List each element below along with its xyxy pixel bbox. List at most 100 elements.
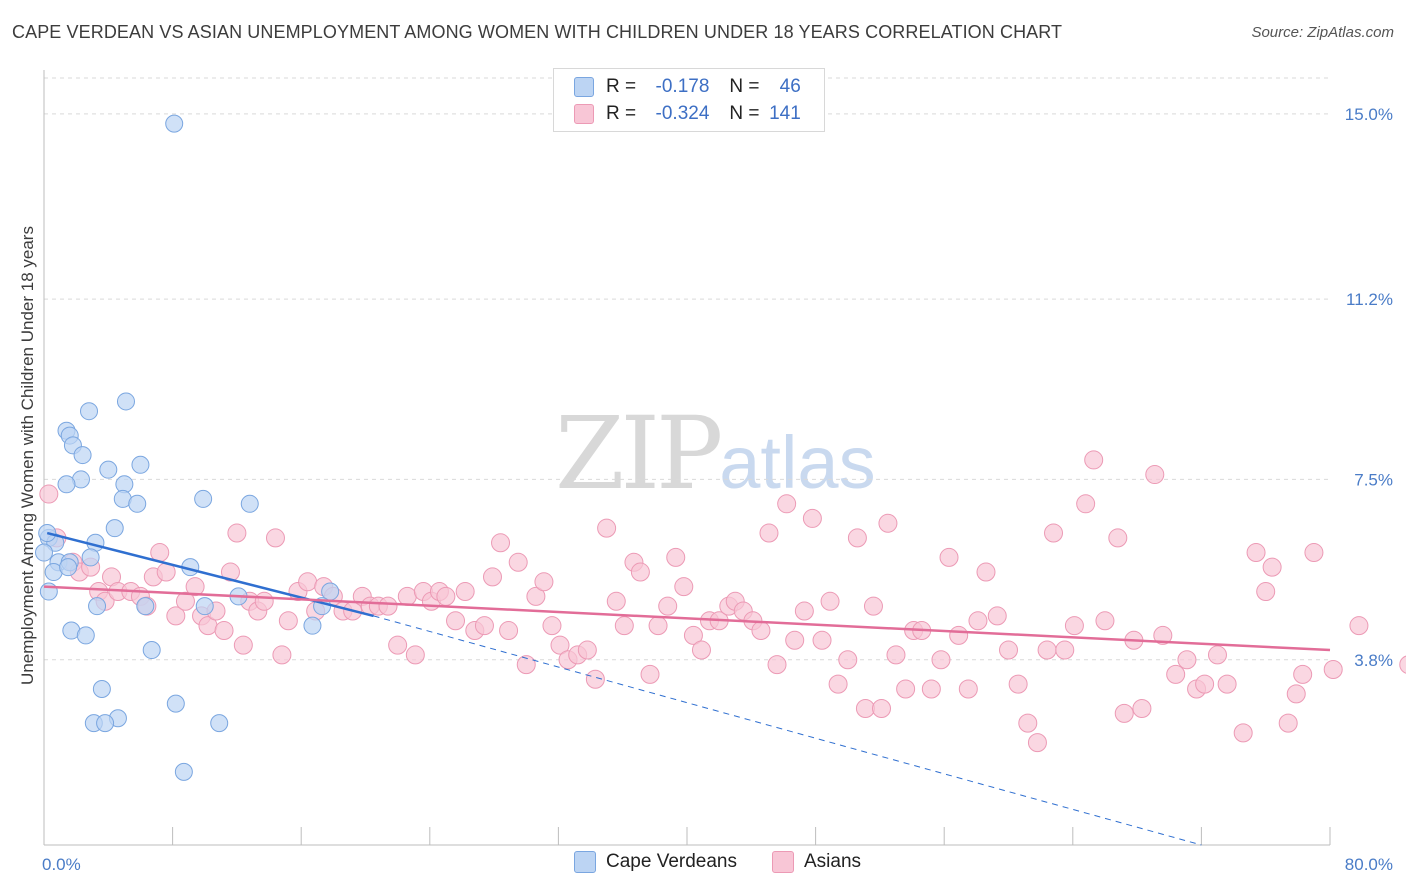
asian-point xyxy=(838,650,858,670)
asian-point xyxy=(666,547,686,567)
asian-point xyxy=(987,606,1007,626)
asian-point xyxy=(455,582,475,602)
asian-point xyxy=(542,616,562,636)
asian-point xyxy=(1076,494,1096,514)
cape-verdean-point xyxy=(136,597,155,616)
asian-point xyxy=(759,523,779,543)
asian-point xyxy=(999,640,1018,660)
trend-lines xyxy=(43,531,1331,846)
asian-point xyxy=(1108,528,1128,548)
asian-point xyxy=(550,635,570,655)
x-tick-label: 0.0% xyxy=(42,855,81,874)
legend-swatch-pink xyxy=(574,104,594,124)
asian-point xyxy=(606,591,626,611)
asian-point xyxy=(378,596,398,616)
watermark-zip: ZIP xyxy=(555,395,723,512)
asian-point xyxy=(847,528,867,548)
asian-point xyxy=(298,572,318,592)
asian-point xyxy=(1153,625,1173,645)
legend-r-label: R = xyxy=(606,76,637,97)
asian-point xyxy=(1278,713,1298,733)
legend-r-value: -0.178 xyxy=(655,76,710,97)
cape-verdean-trend-line xyxy=(46,531,374,618)
asian-point xyxy=(828,674,848,694)
cape-verdean-point xyxy=(195,597,214,616)
correlation-legend: R = -0.178 N = 46 R = -0.324 N = 141 xyxy=(553,68,825,132)
legend-n-value: 46 xyxy=(779,76,801,97)
asian-point xyxy=(446,611,466,631)
asian-point xyxy=(863,596,883,616)
cape-verdean-point xyxy=(105,519,124,538)
cape-verdean-point xyxy=(88,597,107,616)
asian-point xyxy=(577,640,597,660)
watermark-atlas: atlas xyxy=(719,421,876,504)
y-tick-label: 11.2% xyxy=(1346,290,1393,309)
asian-point xyxy=(397,586,417,606)
cape-verdean-point xyxy=(76,626,95,645)
asian-point xyxy=(812,630,832,650)
asian-point xyxy=(254,591,274,611)
legend-swatch-blue xyxy=(574,77,594,97)
cape-verdean-point xyxy=(73,446,92,465)
asian-point xyxy=(949,625,969,645)
asian-point xyxy=(214,621,234,641)
asian-point xyxy=(1233,723,1253,743)
asian-point xyxy=(1195,674,1215,694)
cape-verdean-point xyxy=(174,762,193,781)
cape-verdeans-points xyxy=(35,114,340,781)
asian-point xyxy=(1246,543,1266,563)
cape-verdean-point xyxy=(92,680,111,699)
cape-verdean-point xyxy=(240,494,259,513)
asian-point xyxy=(968,611,988,631)
asian-point xyxy=(1095,611,1115,631)
asian-point xyxy=(1145,465,1165,485)
cape-verdean-point xyxy=(166,694,185,713)
legend-swatch-pink xyxy=(772,851,794,873)
asian-point xyxy=(802,508,822,528)
asian-point xyxy=(896,679,916,699)
asian-point xyxy=(785,630,805,650)
asian-point xyxy=(1177,650,1197,670)
cape-verdean-trend-extension xyxy=(373,615,1202,846)
asian-point xyxy=(658,596,678,616)
cape-verdean-point xyxy=(81,548,100,567)
asian-point xyxy=(820,591,840,611)
x-tick-label: 80.0% xyxy=(1345,855,1393,874)
asian-point xyxy=(1323,660,1343,680)
legend-swatch-blue xyxy=(574,851,596,873)
asian-point xyxy=(265,528,285,548)
asian-point xyxy=(976,562,996,582)
asian-point xyxy=(751,621,771,641)
asian-point xyxy=(585,669,605,689)
legend-n-label: N = xyxy=(729,103,760,124)
legend-item-asians[interactable]: Asians xyxy=(772,851,861,873)
asian-trend-line xyxy=(43,585,1331,652)
asian-point xyxy=(691,640,711,660)
asian-point xyxy=(1207,645,1227,665)
legend-row-cape-verdeans: R = -0.178 N = 46 xyxy=(574,74,801,100)
cape-verdean-point xyxy=(194,489,213,508)
cape-verdean-point xyxy=(142,641,161,660)
asian-point xyxy=(1286,684,1306,704)
asian-point xyxy=(491,533,511,553)
asian-point xyxy=(640,664,660,684)
legend-item-cape-verdeans[interactable]: Cape Verdeans xyxy=(574,851,737,873)
asian-point xyxy=(1027,733,1047,753)
legend-label-cape-verdeans: Cape Verdeans xyxy=(606,851,737,872)
asian-point xyxy=(1349,616,1369,636)
source-note: Source: ZipAtlas.com xyxy=(1251,24,1394,41)
asian-point xyxy=(272,645,292,665)
axis-labels: 3.8% 7.5% 11.2% 15.0% 0.0% 80.0% Unemployment … xyxy=(18,105,1393,874)
asian-point xyxy=(1114,703,1134,723)
asian-point xyxy=(166,606,186,626)
y-tick-label: 15.0% xyxy=(1345,105,1393,124)
asian-point xyxy=(1217,674,1237,694)
asian-point xyxy=(1084,450,1104,470)
cape-verdean-point xyxy=(57,475,76,494)
asian-point xyxy=(1293,664,1313,684)
asian-point xyxy=(482,567,502,587)
y-tick-label: 7.5% xyxy=(1354,470,1393,489)
cape-verdean-point xyxy=(96,714,115,733)
asian-point xyxy=(648,616,668,636)
asian-point xyxy=(931,650,951,670)
